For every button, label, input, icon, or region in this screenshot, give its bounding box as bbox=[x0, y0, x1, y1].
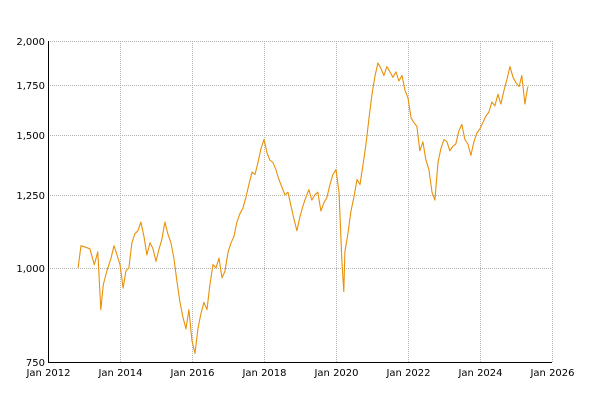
series-layer bbox=[77, 62, 529, 354]
x-tick-label: Jan 2012 bbox=[25, 368, 70, 379]
x-tick-label: Jan 2024 bbox=[457, 368, 502, 379]
y-tick-label: 1,000 bbox=[16, 264, 45, 275]
tick-labels: 750 1,000 1,250 1,500 1,750 2,000 Jan 2012 Jan … bbox=[16, 37, 574, 379]
axes bbox=[48, 41, 552, 363]
grid-lines bbox=[48, 41, 553, 363]
y-tick-label: 750 bbox=[26, 358, 45, 369]
x-tick-label: Jan 2026 bbox=[529, 368, 574, 379]
x-tick-label: Jan 2018 bbox=[241, 368, 286, 379]
x-tick-label: Jan 2020 bbox=[313, 368, 358, 379]
series-line bbox=[77, 62, 529, 354]
x-tick-label: Jan 2016 bbox=[169, 368, 214, 379]
y-tick-label: 1,500 bbox=[16, 131, 45, 142]
y-tick-label: 1,750 bbox=[16, 81, 45, 92]
x-tick-label: Jan 2014 bbox=[97, 368, 142, 379]
y-tick-label: 2,000 bbox=[16, 37, 45, 48]
x-tick-label: Jan 2022 bbox=[385, 368, 430, 379]
y-tick-label: 1,250 bbox=[16, 191, 45, 202]
